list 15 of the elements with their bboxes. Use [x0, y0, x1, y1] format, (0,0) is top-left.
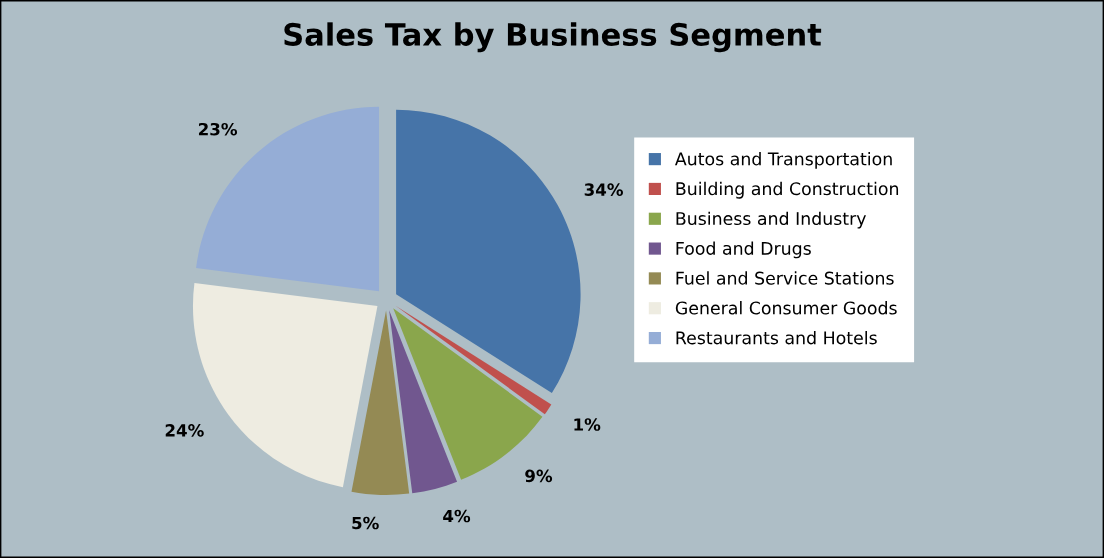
legend-label: Building and Construction	[676, 181, 899, 199]
data-label: 34%	[584, 183, 623, 196]
legend-label: Autos and Transportation	[674, 152, 892, 169]
legend-label: Food and Drugs	[676, 241, 811, 259]
chart-title: Sales Tax by Business Segment	[284, 22, 822, 53]
data-label: 4%	[443, 509, 471, 523]
data-label: 5%	[352, 516, 379, 530]
legend-label: Business and Industry	[676, 211, 866, 229]
data-label: 9%	[525, 469, 553, 483]
legend-label: Fuel and Service Stations	[676, 271, 894, 285]
legend-label: Restaurants and Hotels	[676, 330, 877, 345]
data-label: 24%	[165, 424, 204, 437]
data-label: 23%	[198, 122, 238, 136]
data-label: 1%	[574, 418, 601, 431]
legend-label: General Consumer Goods	[675, 301, 897, 315]
